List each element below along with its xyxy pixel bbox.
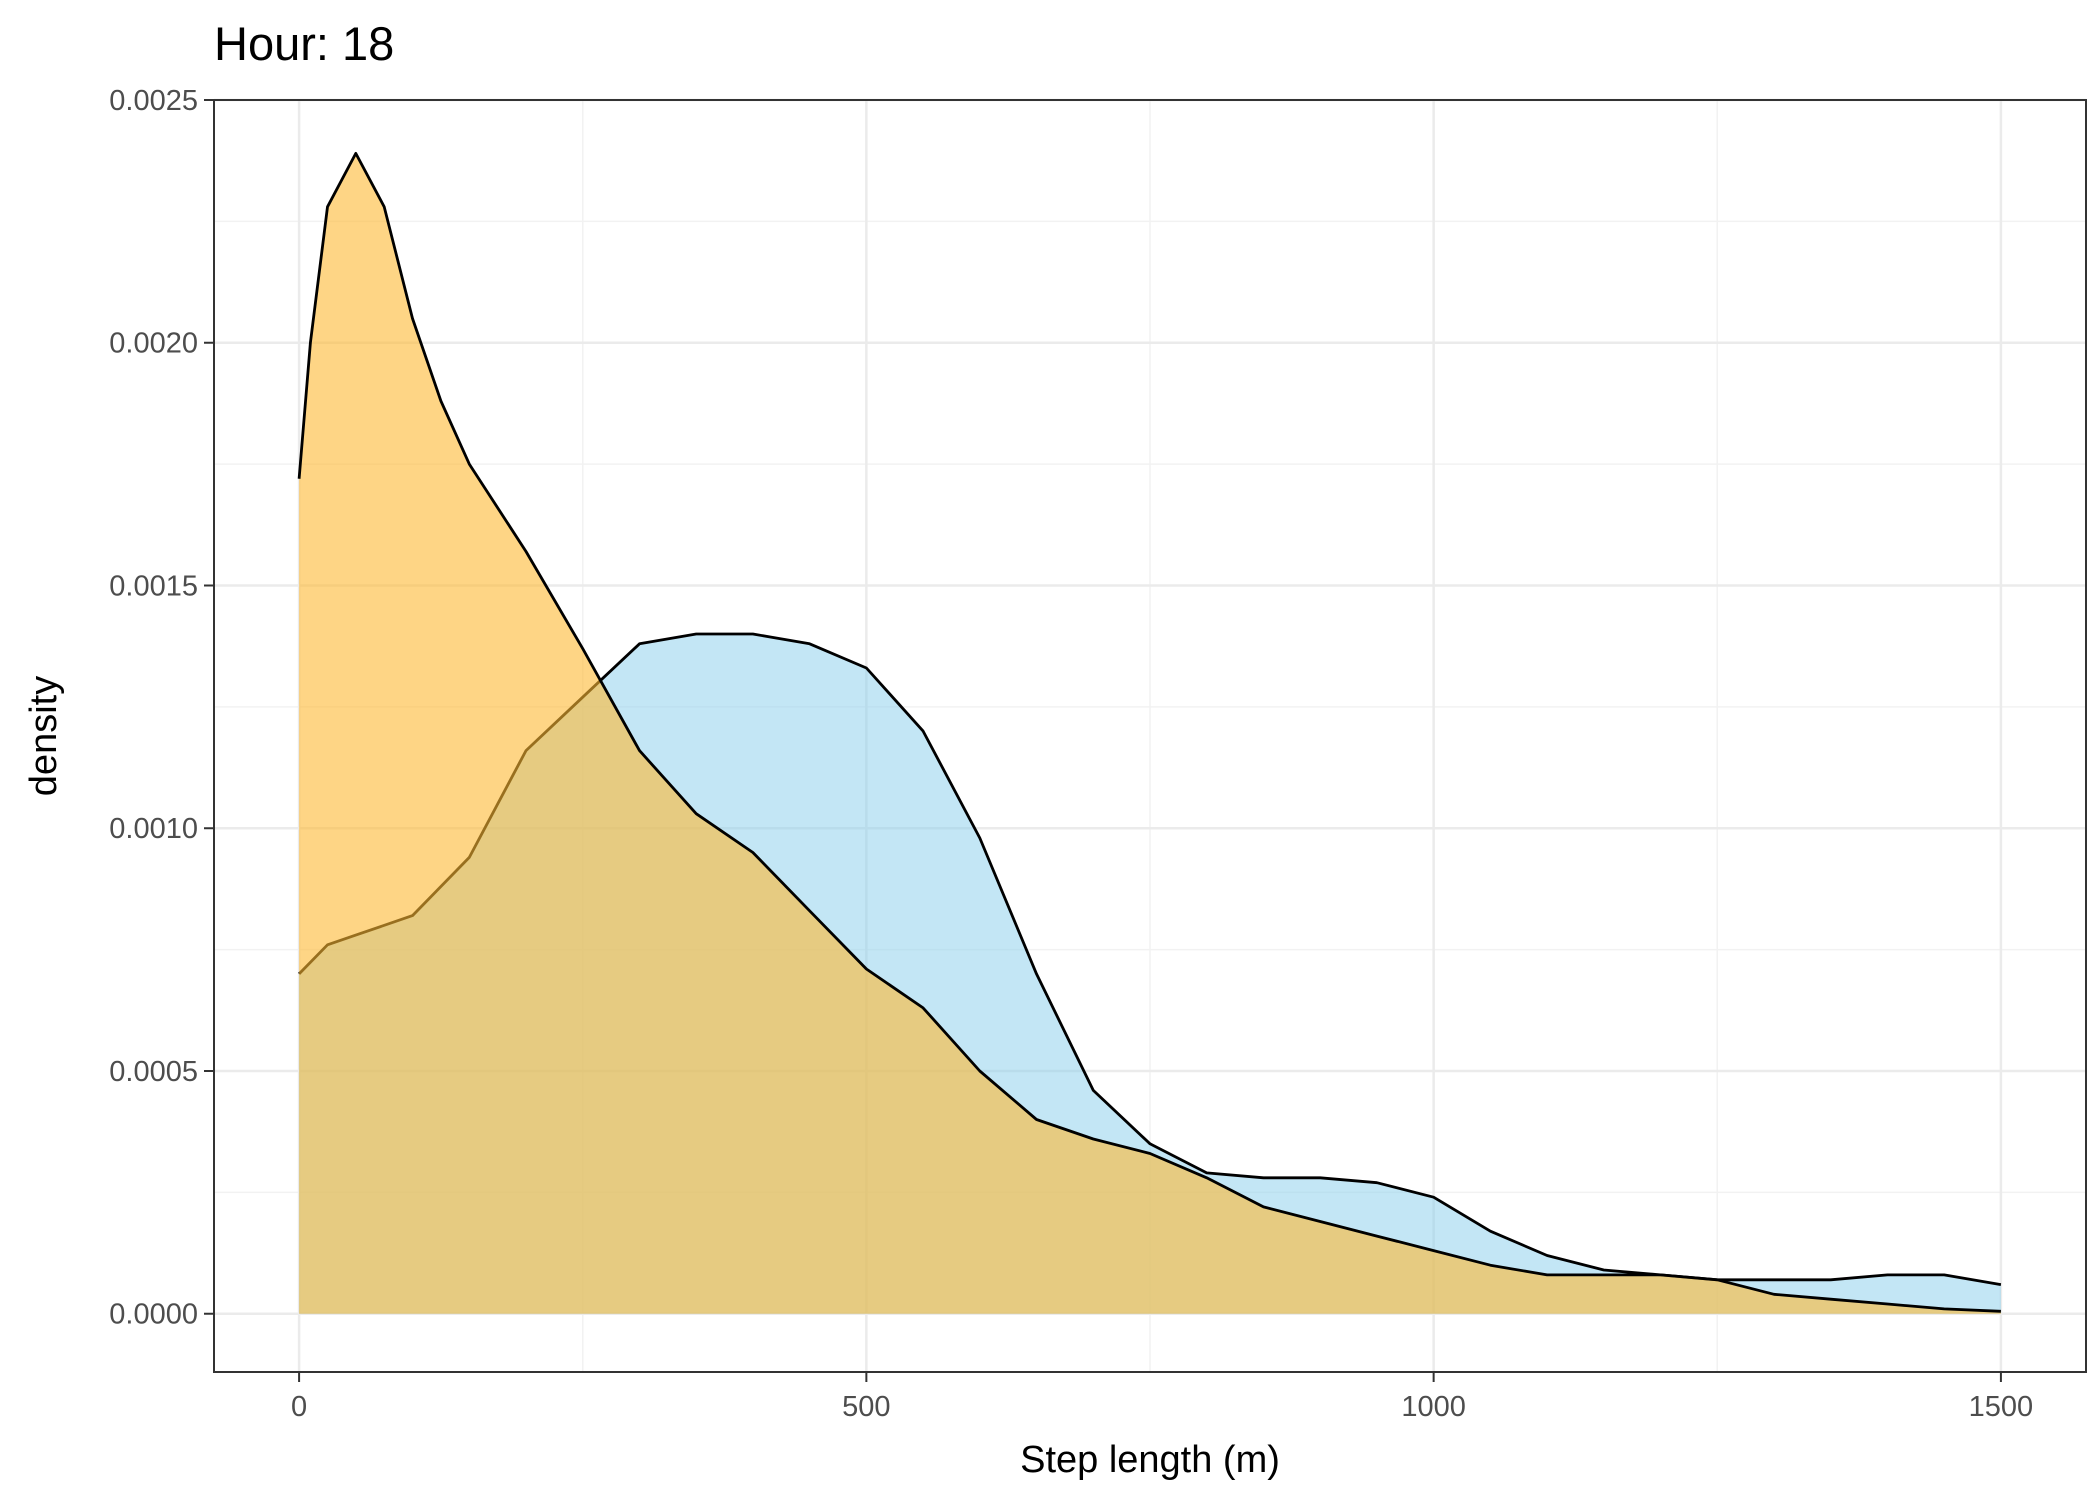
panel-border (213, 99, 2087, 1373)
x-tick-label: 1000 (1401, 1391, 1466, 1423)
density-series (297, 152, 2002, 1314)
y-tick-label: 0.0025 (109, 85, 198, 117)
y-tick-label: 0.0010 (109, 813, 198, 845)
y-tick-label: 0.0015 (109, 570, 198, 602)
chart-title: Hour: 18 (214, 17, 394, 70)
x-tick-label: 0 (291, 1391, 307, 1423)
y-axis-ticks: 0.0000 0.0005 0.0010 0.0015 0.0020 0.0025 (109, 85, 214, 1331)
y-tick-label: 0.0020 (109, 328, 198, 360)
y-tick-label: 0.0000 (109, 1299, 198, 1331)
x-tick-label: 500 (842, 1391, 890, 1423)
y-tick-label: 0.0005 (109, 1056, 198, 1088)
y-axis-title: density (23, 676, 65, 796)
x-axis-title: Step length (m) (1020, 1439, 1280, 1481)
density-line-2 (297, 152, 2001, 1313)
x-axis-ticks: 0 500 1000 1500 (291, 1372, 2033, 1423)
density-area-2 (299, 153, 2001, 1314)
x-tick-label: 1500 (1969, 1391, 2034, 1423)
